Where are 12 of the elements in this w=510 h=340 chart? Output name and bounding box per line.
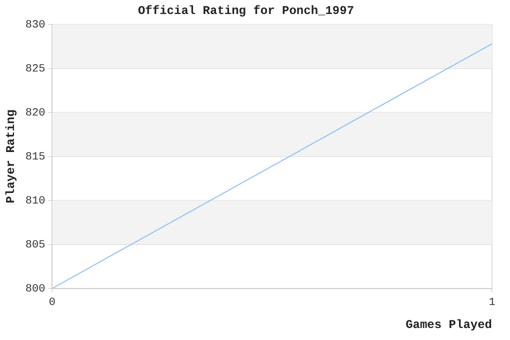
y-tick-label: 810 <box>25 195 46 208</box>
y-tick-label: 830 <box>25 19 46 32</box>
y-tick-label: 825 <box>25 63 46 76</box>
x-axis-title: Games Played <box>406 318 492 332</box>
x-tick-label: 0 <box>48 296 56 309</box>
y-tick-label: 815 <box>25 151 46 164</box>
y-tick-label: 805 <box>25 239 46 252</box>
y-tick-label: 820 <box>25 107 46 120</box>
y-tick-label: 800 <box>25 283 46 296</box>
x-tick-label: 1 <box>488 296 496 309</box>
chart-title: Official Rating for Ponch_1997 <box>138 4 354 18</box>
y-axis-title: Player Rating <box>4 110 18 204</box>
